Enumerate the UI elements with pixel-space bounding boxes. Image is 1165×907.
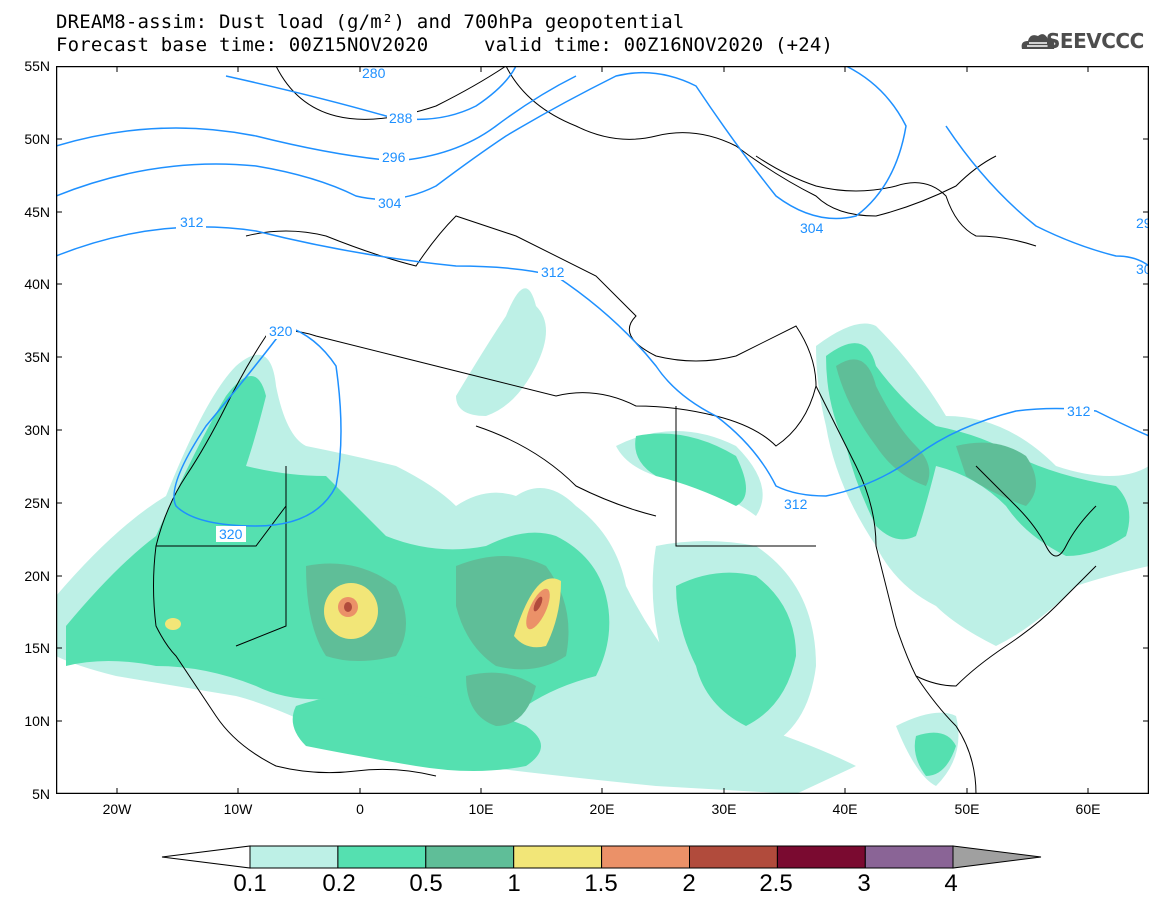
map-title-line1: DREAM8-assim: Dust load (g/m²) and 700hP…	[56, 11, 685, 33]
colorbar-label: 1	[507, 870, 521, 897]
contour-label-312: 312	[1067, 403, 1091, 419]
colorbar-label: 2	[682, 870, 696, 897]
colorbar-swatch	[337, 845, 427, 869]
colorbar-high-triangle	[952, 845, 1042, 869]
colorbar-label: 4	[944, 870, 958, 897]
map-title-line2: Forecast base time: 00Z15NOV2020	[56, 34, 429, 56]
colorbar-label: 0.5	[409, 870, 443, 897]
lon-label: 20W	[102, 801, 132, 817]
lon-label: 0	[356, 801, 364, 817]
contour-label-296: 296	[382, 149, 406, 165]
lat-label: 10N	[24, 713, 50, 729]
colorbar-label: 1.5	[584, 870, 618, 897]
colorbar-swatch	[513, 845, 603, 869]
contour-label-312: 312	[541, 264, 565, 280]
contour-label-304: 304	[378, 195, 402, 211]
contour-label-312: 312	[180, 214, 204, 230]
lat-label: 35N	[24, 349, 50, 365]
lon-label: 60E	[1075, 801, 1101, 817]
lat-label: 45N	[24, 204, 50, 220]
dust-level-2	[344, 596, 543, 612]
lon-label: 50E	[954, 801, 980, 817]
lat-label: 5N	[32, 786, 50, 802]
colorbar-swatch	[425, 845, 515, 869]
contour-label-296: 296	[1136, 215, 1149, 231]
lat-label: 30N	[24, 422, 50, 438]
map-title-line3: valid time: 00Z16NOV2020 (+24)	[484, 34, 834, 56]
lon-label: 10W	[223, 801, 253, 817]
colorbar-low-triangle	[161, 845, 251, 869]
contour-label-304: 304	[800, 220, 824, 236]
colorbar-swatch	[864, 845, 954, 869]
colorbar-swatch	[601, 845, 691, 869]
contour-label-320: 320	[269, 323, 293, 339]
contour-label-280: 280	[362, 66, 386, 81]
lat-label: 55N	[24, 58, 50, 74]
colorbar-label: 3	[857, 870, 871, 897]
colorbar-swatch	[689, 845, 778, 869]
lon-label: 30E	[711, 801, 737, 817]
logo-text: SEEVCCC	[1046, 29, 1144, 53]
contour-labels: 280 288 296 304 312 312 312 320 320 312 …	[176, 66, 1149, 542]
coastlines	[153, 66, 1097, 794]
lat-label: 50N	[24, 131, 50, 147]
contour-label-304: 304	[1136, 261, 1149, 277]
colorbar-label: 2.5	[759, 870, 793, 897]
contour-label-288: 288	[389, 110, 413, 126]
lon-label: 10E	[468, 801, 494, 817]
colorbar-swatch	[776, 845, 866, 869]
dust-map: 280 288 296 304 312 312 312 320 320 312 …	[56, 66, 1149, 794]
cloud-icon	[1021, 34, 1055, 49]
colorbar	[161, 845, 1042, 869]
colorbar-label: 0.2	[322, 870, 356, 897]
lat-label: 25N	[24, 495, 50, 511]
axis-ticks	[56, 66, 1149, 794]
lat-label: 40N	[24, 276, 50, 292]
lon-label: 20E	[589, 801, 615, 817]
lat-label: 15N	[24, 640, 50, 656]
colorbar-swatch	[249, 845, 339, 869]
lon-label: 40E	[832, 801, 858, 817]
contour-label-320: 320	[219, 526, 243, 542]
colorbar-label: 0.1	[233, 870, 267, 897]
contour-label-312: 312	[784, 496, 808, 512]
lat-label: 20N	[24, 568, 50, 584]
